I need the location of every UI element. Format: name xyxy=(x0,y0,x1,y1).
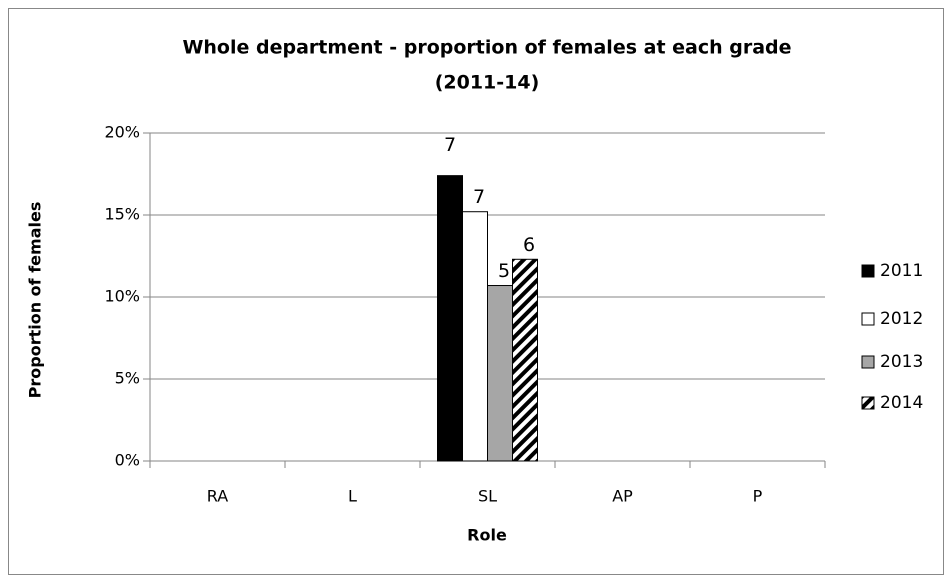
data-label: 5 xyxy=(498,260,510,282)
x-axis-label: Role xyxy=(467,526,507,545)
legend-swatch xyxy=(861,355,875,369)
legend-label: 2011 xyxy=(880,261,923,281)
bar xyxy=(462,211,488,462)
y-tick-label: 10% xyxy=(104,287,140,306)
bar xyxy=(437,175,463,462)
bar xyxy=(487,285,513,462)
data-label: 7 xyxy=(444,134,456,156)
x-tick-label: P xyxy=(753,487,763,506)
x-tick-label: SL xyxy=(478,487,497,506)
x-tick-label: AP xyxy=(612,487,633,506)
legend-swatch xyxy=(861,396,875,410)
y-tick-label: 5% xyxy=(115,369,140,388)
chart-title: Whole department - proportion of females… xyxy=(182,37,791,59)
y-tick-label: 0% xyxy=(115,451,140,470)
chart-title: (2011-14) xyxy=(435,72,540,94)
legend-label: 2013 xyxy=(880,352,923,372)
data-label: 7 xyxy=(473,186,485,208)
bar xyxy=(512,258,538,462)
data-label: 6 xyxy=(523,234,535,256)
legend-swatch xyxy=(861,264,875,278)
y-tick-label: 15% xyxy=(104,205,140,224)
y-axis-label: Proportion of females xyxy=(26,202,45,399)
x-tick-label: RA xyxy=(207,487,228,506)
legend-label: 2014 xyxy=(880,393,923,413)
x-tick-label: L xyxy=(348,487,357,506)
y-tick-label: 20% xyxy=(104,123,140,142)
legend-swatch xyxy=(861,312,875,326)
legend-label: 2012 xyxy=(880,309,923,329)
